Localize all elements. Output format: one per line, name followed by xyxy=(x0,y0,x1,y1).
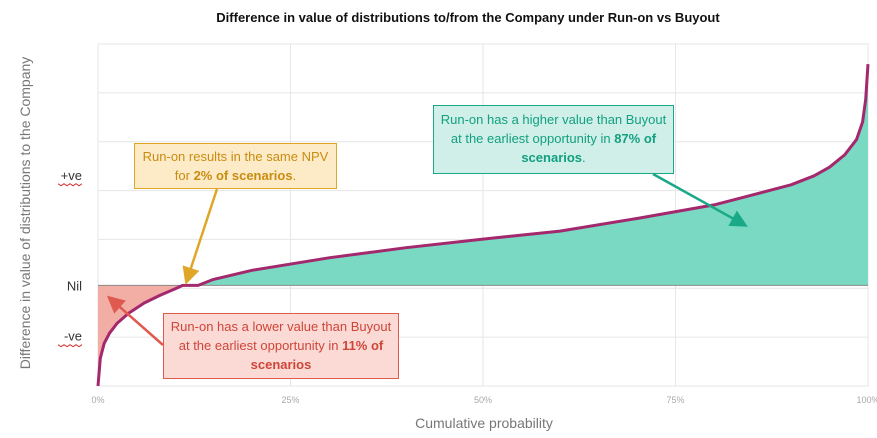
x-tick-label: 100% xyxy=(856,395,877,405)
x-tick-label: 75% xyxy=(666,395,684,405)
arrow-lower xyxy=(106,295,164,346)
x-tick-labels: 0% 25% 50% 75% 100% xyxy=(91,395,877,405)
callout-higher-value: Run-on has a higher value than Buyout at… xyxy=(433,105,674,174)
y-category-label: +ve xyxy=(61,168,82,183)
callout-same-emphasis: 2% of scenarios xyxy=(193,168,293,183)
chart-title: Difference in value of distributions to/… xyxy=(216,10,720,25)
series-line xyxy=(96,64,870,387)
callout-higher-suffix: . xyxy=(582,150,586,165)
callout-same-suffix: . xyxy=(292,168,297,183)
callout-same-npv: Run-on results in the same NPV for 2% of… xyxy=(134,143,337,189)
spellcheck-underline xyxy=(57,344,83,348)
y-axis-title: Difference in value of distributions to … xyxy=(17,57,33,370)
y-category-label: -ve xyxy=(64,329,82,344)
x-tick-label: 0% xyxy=(91,395,104,405)
callout-lower-prefix: Run-on has a lower value than Buyout at … xyxy=(170,319,392,353)
y-category-labels: +ve Nil -ve xyxy=(57,168,83,348)
x-axis-title: Cumulative probability xyxy=(415,415,553,431)
x-tick-label: 50% xyxy=(474,395,492,405)
callout-lower-value: Run-on has a lower value than Buyout at … xyxy=(163,313,399,379)
callout-higher-emphasis: 87% of scenarios xyxy=(521,131,657,165)
callout-same-prefix: Run-on results in the same NPV for xyxy=(142,149,329,183)
x-tick-label: 25% xyxy=(281,395,299,405)
arrow-higher xyxy=(652,172,748,227)
callout-higher-prefix: Run-on has a higher value than Buyout at… xyxy=(440,112,667,146)
y-category-label: Nil xyxy=(67,278,82,293)
callout-lower-emphasis: 11% of scenarios xyxy=(250,338,384,372)
positive-area xyxy=(182,64,868,286)
spellcheck-underline xyxy=(57,183,83,187)
arrow-same xyxy=(182,188,219,285)
